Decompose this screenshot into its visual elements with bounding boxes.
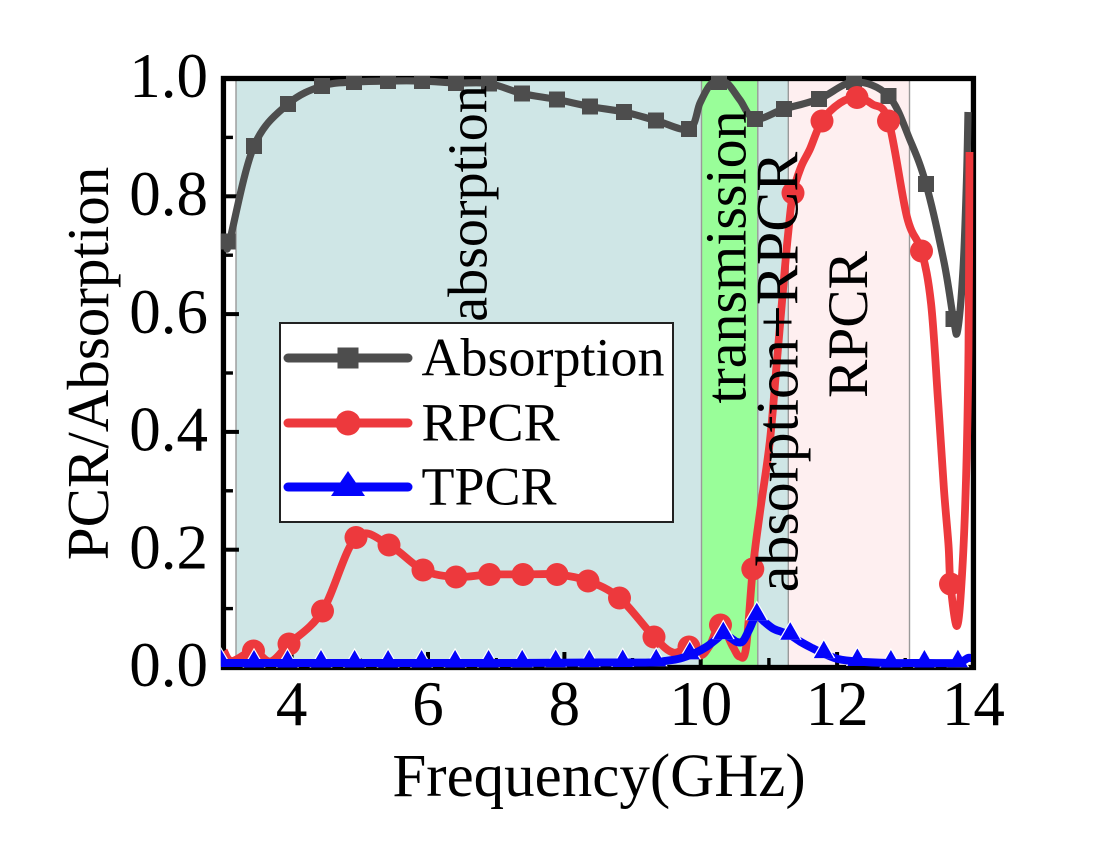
svg-text:absorption: absorption	[438, 85, 500, 321]
svg-text:TPCR: TPCR	[422, 456, 557, 516]
svg-text:PCR/Absorption: PCR/Absorption	[55, 167, 121, 560]
svg-text:absorption+RPCR: absorption+RPCR	[745, 152, 811, 593]
svg-text:4: 4	[276, 669, 308, 739]
svg-text:8: 8	[549, 669, 581, 739]
svg-text:RPCR: RPCR	[422, 392, 560, 452]
svg-text:Absorption: Absorption	[422, 327, 665, 387]
svg-text:0.4: 0.4	[129, 395, 208, 465]
svg-text:0.6: 0.6	[129, 277, 208, 347]
svg-text:10: 10	[669, 669, 732, 739]
svg-text:1.0: 1.0	[129, 41, 208, 111]
svg-text:14: 14	[942, 669, 1005, 739]
svg-text:0.0: 0.0	[129, 630, 208, 700]
svg-text:0.2: 0.2	[129, 512, 208, 582]
svg-text:0.8: 0.8	[129, 159, 208, 229]
svg-text:Frequency(GHz): Frequency(GHz)	[392, 743, 805, 810]
svg-text:6: 6	[412, 669, 444, 739]
svg-text:12: 12	[806, 669, 869, 739]
svg-text:transmission: transmission	[694, 110, 759, 403]
svg-text:RPCR: RPCR	[817, 250, 880, 398]
